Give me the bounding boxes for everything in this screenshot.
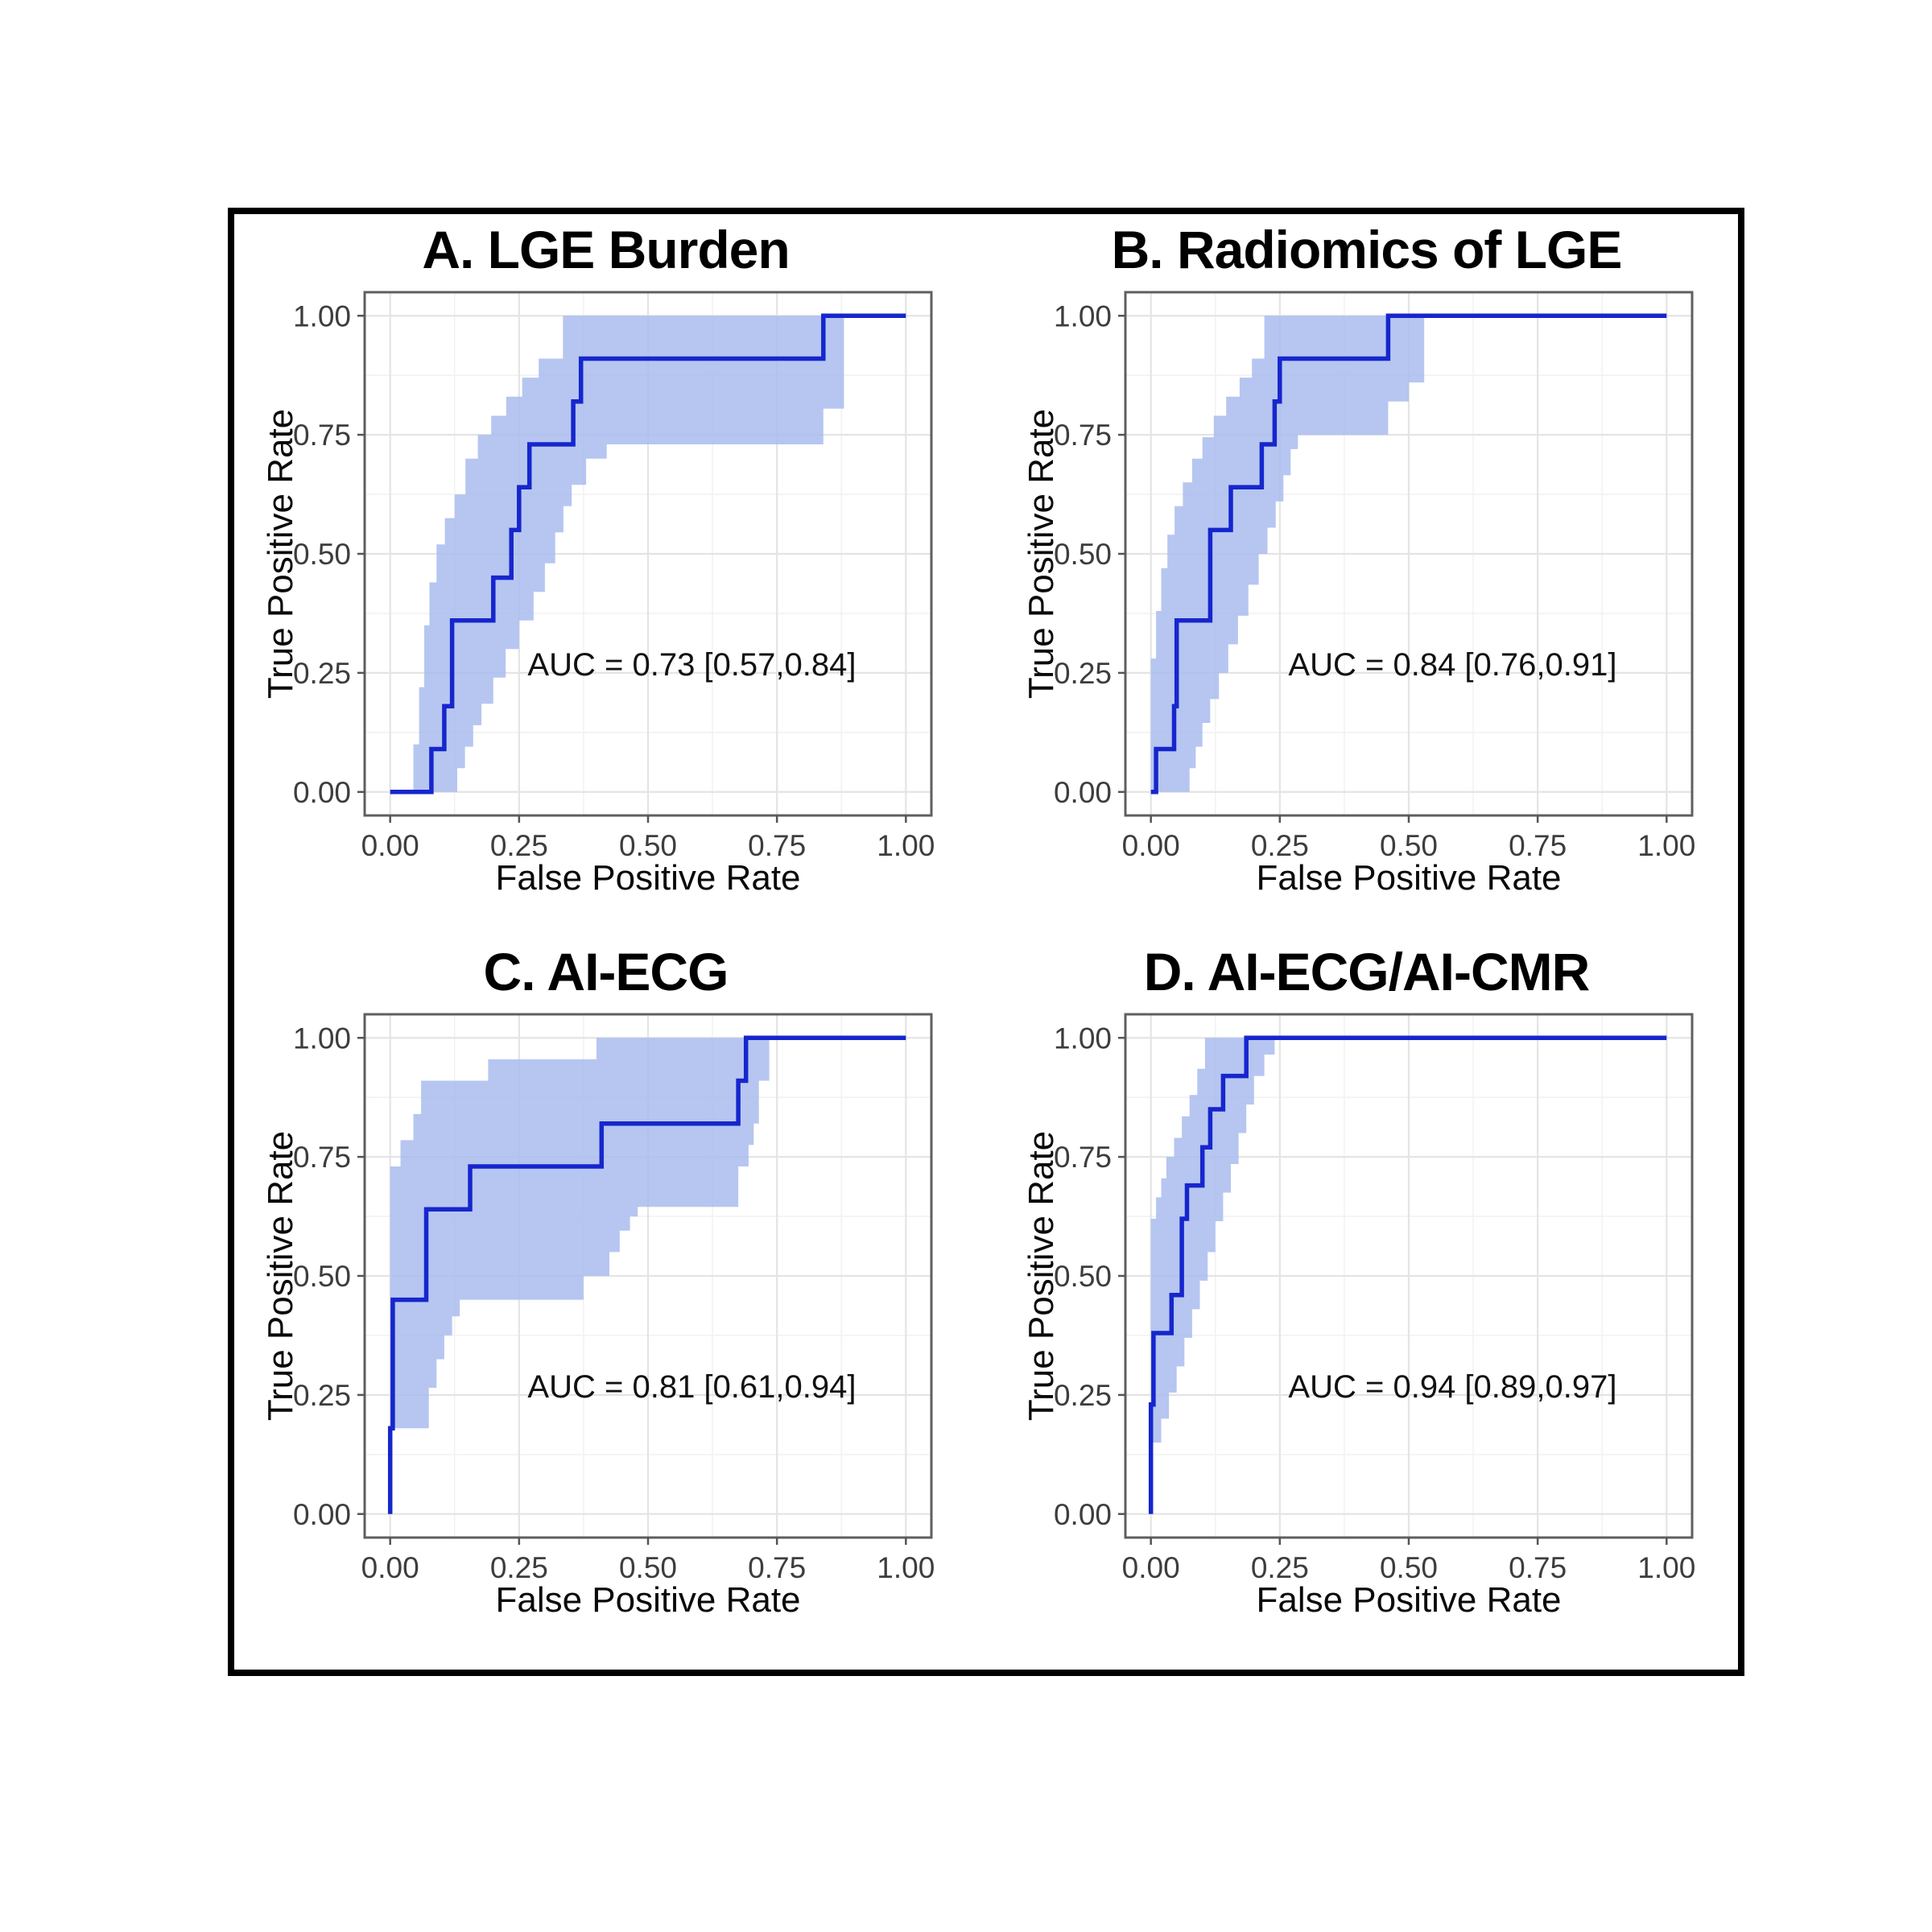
svg-text:True Positive Rate: True Positive Rate (1022, 1131, 1061, 1421)
svg-text:0.00: 0.00 (361, 829, 419, 862)
svg-text:1.00: 1.00 (292, 300, 350, 333)
svg-text:0.75: 0.75 (292, 1141, 350, 1174)
svg-text:0.25: 0.25 (1053, 657, 1111, 690)
svg-text:0.25: 0.25 (1250, 829, 1308, 862)
svg-text:0.00: 0.00 (292, 776, 350, 809)
svg-text:1.00: 1.00 (1637, 1551, 1695, 1584)
svg-text:0.50: 0.50 (618, 829, 676, 862)
svg-text:0.50: 0.50 (618, 1551, 676, 1584)
figure-frame: A. LGE Burden 0.00 0.25 0.50 0.75 1.00 0.00 0.… (228, 208, 1744, 1676)
svg-text:0.75: 0.75 (1053, 419, 1111, 452)
svg-text:0.75: 0.75 (292, 419, 350, 452)
panel-title-ai-ecg: C. AI-ECG (483, 942, 729, 1001)
svg-text:’: ’ (1228, 1005, 1238, 1025)
svg-text:0.75: 0.75 (748, 1551, 806, 1584)
svg-text:0.75: 0.75 (748, 829, 806, 862)
svg-text:0.75: 0.75 (1509, 829, 1567, 862)
panel-title-ai-ecg-ai-cmr: D. AI-ECG/AI-CMR (1143, 942, 1591, 1001)
panel-title-lge-burden: A. LGE Burden (422, 220, 790, 279)
roc-chart-radiomics-of-lge: 0.00 0.25 0.50 0.75 1.00 0.00 0.25 0.50 0.75 1.00… (1022, 291, 1695, 898)
svg-text:AUC = 0.73 [0.57,0.84]: AUC = 0.73 [0.57,0.84] (527, 647, 856, 683)
svg-text:0.00: 0.00 (1053, 1498, 1111, 1531)
svg-text:1.00: 1.00 (877, 1551, 935, 1584)
svg-text:0.25: 0.25 (489, 1551, 547, 1584)
roc-chart-ai-ecg-ai-cmr: 0.00 0.25 0.50 0.75 1.00 0.00 0.25 0.50 0.75 1.00… (1022, 1005, 1695, 1620)
svg-text:AUC = 0.84 [0.76,0.91]: AUC = 0.84 [0.76,0.91] (1288, 647, 1616, 683)
svg-text:0.25: 0.25 (292, 657, 350, 690)
svg-text:False Positive Rate: False Positive Rate (1256, 858, 1561, 898)
svg-text:0.75: 0.75 (1509, 1551, 1567, 1584)
svg-text:1.00: 1.00 (292, 1022, 350, 1055)
svg-text:0.50: 0.50 (1379, 1551, 1437, 1584)
svg-text:0.00: 0.00 (292, 1498, 350, 1531)
svg-text:False Positive Rate: False Positive Rate (1256, 1580, 1561, 1620)
svg-text:False Positive Rate: False Positive Rate (495, 1580, 800, 1620)
svg-text:0.50: 0.50 (1053, 1260, 1111, 1293)
svg-text:1.00: 1.00 (1053, 300, 1111, 333)
svg-text:True Positive Rate: True Positive Rate (1022, 409, 1061, 699)
svg-text:0.25: 0.25 (1250, 1551, 1308, 1584)
roc-chart-ai-ecg: 0.00 0.25 0.50 0.75 1.00 0.00 0.25 0.50 0.75 1.00… (261, 1013, 935, 1620)
svg-text:0.00: 0.00 (1121, 829, 1179, 862)
svg-text:AUC = 0.94 [0.89,0.97]: AUC = 0.94 [0.89,0.97] (1288, 1369, 1616, 1405)
svg-text:AUC = 0.81 [0.61,0.94]: AUC = 0.81 [0.61,0.94] (527, 1369, 856, 1405)
roc-panel-lge-burden: A. LGE Burden 0.00 0.25 0.50 0.75 1.00 0.00 0.… (242, 220, 970, 936)
svg-text:1.00: 1.00 (877, 829, 935, 862)
svg-text:0.50: 0.50 (1053, 538, 1111, 571)
roc-panel-ai-ecg: C. AI-ECG 0.00 0.25 0.50 0.75 1.00 0.00 0.25 0.… (242, 942, 970, 1658)
svg-text:False Positive Rate: False Positive Rate (495, 858, 800, 898)
svg-text:0.00: 0.00 (1121, 1551, 1179, 1584)
svg-text:0.25: 0.25 (489, 829, 547, 862)
svg-text:0.75: 0.75 (1053, 1141, 1111, 1174)
svg-text:0.50: 0.50 (1379, 829, 1437, 862)
svg-text:1.00: 1.00 (1053, 1022, 1111, 1055)
svg-text:0.25: 0.25 (292, 1379, 350, 1412)
roc-panel-ai-ecg-ai-cmr: D. AI-ECG/AI-CMR 0.00 0.25 0.50 0.75 1.00 0.0… (1002, 942, 1731, 1658)
svg-text:0.00: 0.00 (361, 1551, 419, 1584)
roc-chart-lge-burden: 0.00 0.25 0.50 0.75 1.00 0.00 0.25 0.50 0.75 1.00… (261, 291, 935, 898)
panel-title-radiomics-of-lge: B. Radiomics of LGE (1111, 220, 1623, 279)
svg-text:1.00: 1.00 (1637, 829, 1695, 862)
svg-text:0.50: 0.50 (292, 1260, 350, 1293)
svg-text:0.25: 0.25 (1053, 1379, 1111, 1412)
svg-text:True Positive Rate: True Positive Rate (261, 1131, 300, 1421)
svg-text:True Positive Rate: True Positive Rate (261, 409, 300, 699)
svg-text:0.50: 0.50 (292, 538, 350, 571)
roc-panel-radiomics-of-lge: B. Radiomics of LGE 0.00 0.25 0.50 0.75 1.00… (1002, 220, 1731, 936)
svg-text:0.00: 0.00 (1053, 776, 1111, 809)
